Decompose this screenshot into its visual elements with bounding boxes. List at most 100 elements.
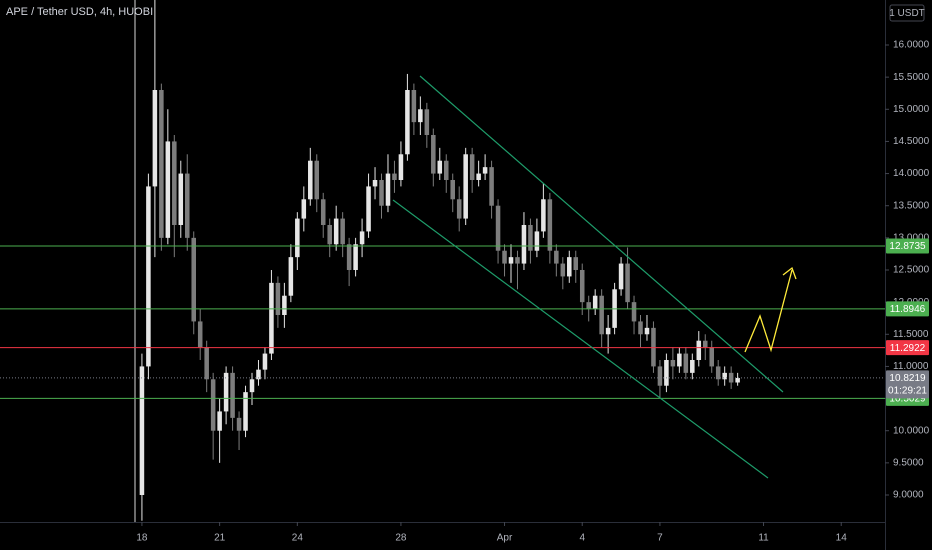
projection-arrowhead xyxy=(782,266,797,280)
candle-body xyxy=(385,173,391,206)
candle-body xyxy=(521,225,527,264)
candle-body xyxy=(308,160,313,200)
candle-body xyxy=(217,411,222,431)
y-tick-label: 16.0000 xyxy=(893,40,930,51)
candle-body xyxy=(178,173,184,225)
y-tick-label: 12.5000 xyxy=(893,265,930,276)
candle-body xyxy=(172,141,177,225)
candle-body xyxy=(554,250,559,264)
candle-body xyxy=(165,141,171,238)
candle-body xyxy=(677,353,682,367)
last-price-box xyxy=(886,370,929,399)
candle-body xyxy=(696,340,702,360)
y-tick-label: 13.0000 xyxy=(893,232,930,243)
x-tick-label: 7 xyxy=(657,533,663,544)
chart-title: APE / Tether USD, 4h, HUOBI xyxy=(6,6,153,18)
candle-body xyxy=(702,340,708,348)
candle-body xyxy=(651,327,656,367)
y-tick-label: 9.5000 xyxy=(893,457,924,468)
x-tick-label: 14 xyxy=(836,533,848,544)
candle-body xyxy=(275,282,281,315)
candle-body xyxy=(541,199,546,232)
candle-body xyxy=(295,218,300,258)
candle-body xyxy=(709,347,714,367)
candle-body xyxy=(431,135,436,174)
candle-body xyxy=(605,327,611,335)
candles xyxy=(139,0,740,521)
candle-body xyxy=(327,225,332,245)
candle-body xyxy=(346,244,352,270)
candle-body xyxy=(223,372,229,412)
x-tick-label: 21 xyxy=(214,533,226,544)
candle-body xyxy=(625,263,630,303)
candle-body xyxy=(437,160,443,174)
y-tick-label: 13.5000 xyxy=(893,200,930,211)
candle-body xyxy=(638,321,643,335)
candle-body xyxy=(204,347,209,380)
y-tick-label: 9.0000 xyxy=(893,490,924,501)
x-tick-label: 28 xyxy=(395,533,407,544)
candle-body xyxy=(683,353,689,373)
y-tick-label: 15.0000 xyxy=(893,104,930,115)
candle-body xyxy=(690,360,695,373)
candle-body xyxy=(482,167,488,174)
countdown-label: 01:29:21 xyxy=(888,386,927,397)
candle-body xyxy=(579,270,585,303)
candle-body xyxy=(722,372,727,380)
y-tick-label: 14.0000 xyxy=(893,168,930,179)
level-label: 10.5029 xyxy=(889,394,926,405)
candle-body xyxy=(146,186,151,367)
x-tick-label: 24 xyxy=(292,533,304,544)
y-tick-label: 14.5000 xyxy=(893,136,930,147)
candle-body xyxy=(586,302,591,309)
candle-body xyxy=(534,231,540,251)
x-tick-label: 18 xyxy=(136,533,148,544)
candle-body xyxy=(269,282,274,354)
x-tick-label: 11 xyxy=(758,533,769,544)
candle-body xyxy=(495,205,501,251)
currency-box xyxy=(889,4,925,22)
candle-body xyxy=(210,379,216,431)
candle-body xyxy=(502,250,507,264)
candle-body xyxy=(547,199,553,251)
candle-body xyxy=(340,218,345,245)
candle-body xyxy=(243,392,248,431)
candle-body xyxy=(450,180,455,200)
candle-body xyxy=(152,90,158,187)
candle-body xyxy=(379,180,384,206)
x-tick-label: 4 xyxy=(579,533,585,544)
candle-body xyxy=(139,366,145,495)
candle-body xyxy=(469,154,475,180)
channel-lower xyxy=(392,199,769,479)
candle-body xyxy=(456,199,462,219)
candle-body xyxy=(489,167,494,206)
candle-body xyxy=(463,154,468,219)
candle-body xyxy=(443,160,449,180)
level-label: 11.2922 xyxy=(890,343,926,354)
level-label-box xyxy=(886,238,929,254)
candle-body xyxy=(657,366,663,386)
candle-body xyxy=(366,186,371,232)
candle-body xyxy=(372,180,378,187)
candle-body xyxy=(249,379,255,393)
candle-body xyxy=(599,295,604,335)
y-tick-label: 15.5000 xyxy=(893,72,930,83)
candle-body xyxy=(567,257,572,277)
candle-body xyxy=(631,302,637,322)
candle-body xyxy=(424,109,430,135)
level-label: 12.8735 xyxy=(889,241,926,252)
overlay xyxy=(0,245,885,399)
candle-body xyxy=(230,372,235,418)
candle-body xyxy=(618,263,624,290)
candle-body xyxy=(197,321,203,348)
level-label-box xyxy=(886,340,929,356)
candle-body xyxy=(184,173,190,238)
candle-body xyxy=(515,257,520,264)
channel-upper xyxy=(419,75,784,393)
candle-body xyxy=(560,263,566,277)
candle-body xyxy=(476,173,481,180)
candle-body xyxy=(411,90,417,123)
candle-body xyxy=(573,257,579,270)
candle-body xyxy=(664,360,669,386)
